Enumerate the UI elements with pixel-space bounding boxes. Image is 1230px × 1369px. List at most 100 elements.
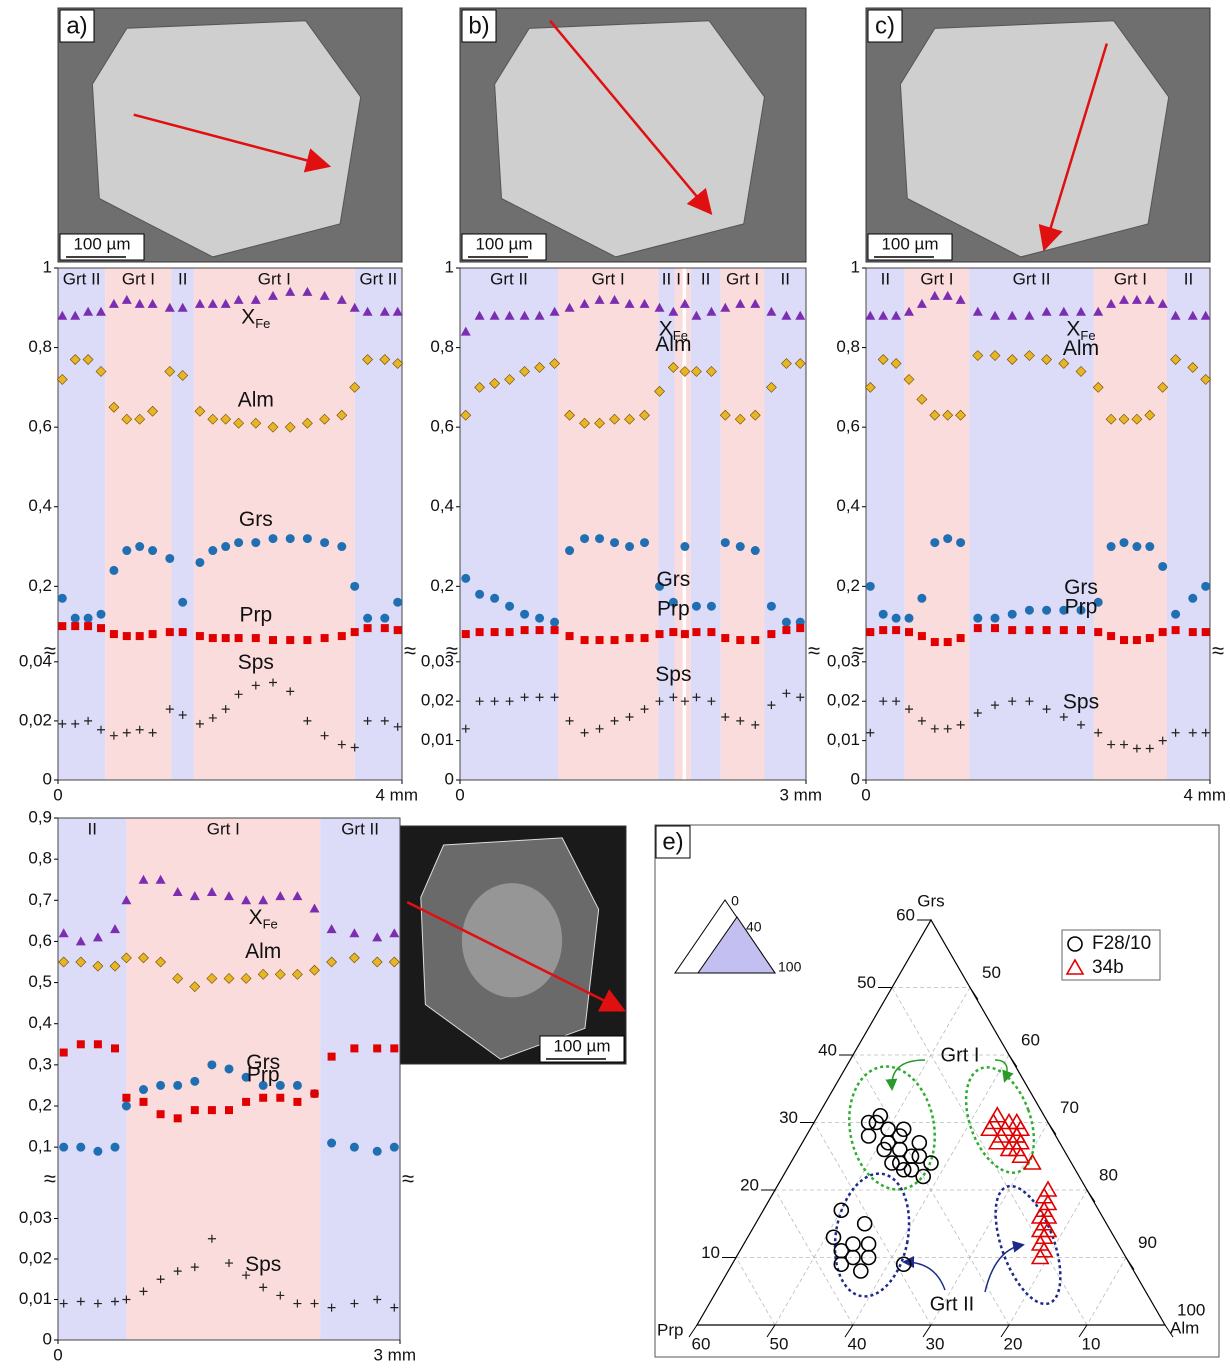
x-tick-label: 0 bbox=[861, 785, 870, 804]
marker-circle bbox=[580, 534, 589, 543]
zone-label: II bbox=[662, 269, 671, 288]
break-mark: ≈ bbox=[402, 1166, 414, 1191]
marker-circle bbox=[393, 598, 402, 607]
series-label: Prp bbox=[1065, 596, 1098, 619]
series-label: Alm bbox=[655, 333, 691, 356]
marker-square bbox=[1159, 628, 1167, 636]
marker-circle bbox=[505, 602, 514, 611]
y-tick-label: 0,2 bbox=[28, 576, 52, 595]
series-label: Sps bbox=[245, 1253, 281, 1276]
marker-circle bbox=[225, 1064, 234, 1073]
marker-circle bbox=[1171, 610, 1180, 619]
marker-circle bbox=[625, 542, 634, 551]
y-tick-label: 0,9 bbox=[28, 807, 52, 826]
marker-circle bbox=[943, 534, 952, 543]
x-tick-label: 4 mm bbox=[376, 785, 419, 804]
marker-circle bbox=[286, 534, 295, 543]
zone-label: I bbox=[676, 269, 681, 288]
marker-square bbox=[462, 630, 470, 638]
break-mark: ≈ bbox=[404, 638, 416, 663]
marker-circle bbox=[190, 1077, 199, 1086]
marker-circle bbox=[535, 614, 544, 623]
prp-tick-label: 40 bbox=[848, 1334, 867, 1353]
marker-square bbox=[58, 622, 66, 630]
marker-square bbox=[566, 632, 574, 640]
marker-square bbox=[351, 628, 359, 636]
y2-tick-label: 0,01 bbox=[827, 730, 860, 749]
y2-tick-label: 0,01 bbox=[19, 1289, 52, 1308]
y-tick-label: 0,1 bbox=[28, 1137, 52, 1156]
marker-square bbox=[1172, 626, 1180, 634]
zone-label: Grt II bbox=[1013, 269, 1051, 288]
marker-circle bbox=[251, 538, 260, 547]
marker-square bbox=[721, 634, 729, 642]
y2-tick-label: 0,02 bbox=[19, 710, 52, 729]
y-tick-label: 0,6 bbox=[836, 417, 860, 436]
marker-circle bbox=[350, 582, 359, 591]
marker-square bbox=[191, 1106, 199, 1114]
grs-tick-label: 40 bbox=[818, 1040, 837, 1059]
zone bbox=[1167, 268, 1210, 780]
x-tick-label: 0 bbox=[53, 1345, 62, 1364]
marker-circle bbox=[595, 534, 604, 543]
marker-circle bbox=[165, 554, 174, 563]
zone-label: Grt II bbox=[63, 269, 101, 288]
marker-square bbox=[350, 1044, 358, 1052]
marker-square bbox=[303, 636, 311, 644]
y-tick-label: 0,2 bbox=[28, 1095, 52, 1114]
marker-square bbox=[596, 636, 604, 644]
marker-circle bbox=[122, 546, 131, 555]
marker-square bbox=[242, 1098, 250, 1106]
marker-square bbox=[1060, 626, 1068, 634]
marker-circle bbox=[221, 542, 230, 551]
scale-bar-label: 100 µm bbox=[73, 234, 130, 253]
y2-tick-label: 0 bbox=[43, 769, 52, 788]
series-label: Prp bbox=[247, 1063, 280, 1086]
marker-circle bbox=[234, 538, 243, 547]
marker-square bbox=[707, 628, 715, 636]
inset-label: 40 bbox=[746, 919, 762, 935]
y-tick-label: 0,6 bbox=[430, 417, 454, 436]
marker-square bbox=[892, 626, 900, 634]
legend-label: 34b bbox=[1092, 957, 1124, 978]
prp-tick-label: 50 bbox=[770, 1334, 789, 1353]
marker-square bbox=[751, 636, 759, 644]
marker-square bbox=[140, 1098, 148, 1106]
marker-circle bbox=[303, 534, 312, 543]
y2-tick-label: 0,01 bbox=[421, 730, 454, 749]
marker-circle bbox=[380, 614, 389, 623]
marker-circle bbox=[892, 614, 901, 623]
marker-square bbox=[491, 628, 499, 636]
legend-label: F28/10 bbox=[1092, 933, 1151, 954]
marker-square bbox=[276, 1094, 284, 1102]
zone bbox=[355, 268, 402, 780]
zone bbox=[721, 268, 765, 780]
marker-square bbox=[476, 628, 484, 636]
marker-circle bbox=[135, 542, 144, 551]
y2-tick-label: 0 bbox=[851, 769, 860, 788]
marker-square bbox=[394, 626, 402, 634]
scale-bar-label: 100 µm bbox=[553, 1036, 610, 1055]
marker-square bbox=[1202, 628, 1210, 636]
zone-label: Grt I bbox=[726, 269, 759, 288]
y-tick-label: 0,4 bbox=[28, 1013, 52, 1032]
marker-circle bbox=[905, 614, 914, 623]
marker-square bbox=[641, 634, 649, 642]
zone-label: Grt I bbox=[920, 269, 953, 288]
marker-square bbox=[157, 1110, 165, 1118]
alm-tick-label: 60 bbox=[1021, 1030, 1040, 1049]
series-label: Alm bbox=[1063, 337, 1099, 360]
marker-square bbox=[328, 1053, 336, 1061]
marker-square bbox=[931, 638, 939, 646]
zone-label: Grt II bbox=[359, 269, 397, 288]
marker-square bbox=[321, 634, 329, 642]
apex-label: Grs bbox=[917, 891, 944, 910]
marker-circle bbox=[1120, 538, 1129, 547]
panel-letter: b) bbox=[468, 12, 489, 39]
marker-square bbox=[536, 626, 544, 634]
zone bbox=[320, 818, 400, 1340]
panel-letter: a) bbox=[66, 12, 87, 39]
marker-circle bbox=[475, 590, 484, 599]
series-label: Sps bbox=[655, 663, 691, 686]
marker-square bbox=[338, 632, 346, 640]
